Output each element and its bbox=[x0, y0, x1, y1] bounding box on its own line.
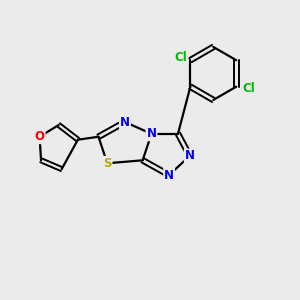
Text: N: N bbox=[120, 116, 130, 128]
Text: N: N bbox=[146, 127, 157, 140]
Text: O: O bbox=[34, 130, 45, 143]
Text: N: N bbox=[164, 169, 174, 182]
Text: Cl: Cl bbox=[242, 82, 255, 95]
Text: S: S bbox=[103, 157, 112, 170]
Text: N: N bbox=[185, 149, 195, 162]
Text: Cl: Cl bbox=[175, 51, 187, 64]
